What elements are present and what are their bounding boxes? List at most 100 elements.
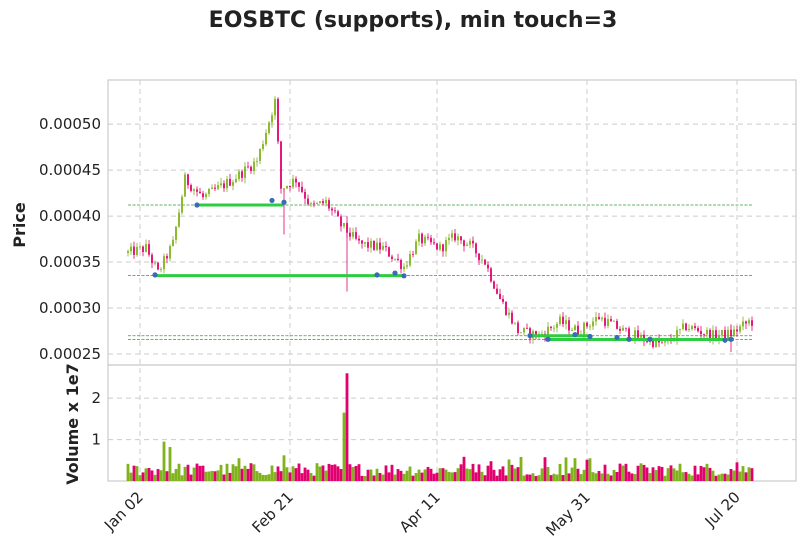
volume-tick-0: 1	[91, 431, 101, 449]
volume-bar-149	[573, 458, 577, 481]
candle-body-92	[403, 266, 405, 270]
candle-body-28	[211, 187, 213, 189]
volume-bar-147	[567, 473, 571, 481]
volume-bar-20	[186, 464, 190, 481]
volume-bar-109	[453, 472, 457, 481]
volume-bar-77	[357, 464, 361, 481]
candle-body-67	[328, 200, 330, 209]
candle-body-21	[190, 185, 192, 191]
touch-point-0-2	[281, 199, 287, 205]
volume-bar-112	[462, 456, 466, 481]
candle-body-0	[127, 251, 129, 253]
volume-bar-80	[366, 469, 370, 481]
candle-body-111	[460, 236, 462, 241]
volume-bar-82	[372, 475, 376, 481]
candle-body-95	[412, 254, 414, 255]
volume-bar-168	[630, 473, 634, 481]
candle-body-109	[454, 233, 456, 241]
volume-bar-165	[621, 465, 625, 481]
volume-bar-0	[126, 463, 130, 481]
volume-bar-114	[468, 469, 472, 481]
candle-body-197	[718, 335, 720, 339]
volume-bar-144	[558, 463, 562, 481]
candle-body-70	[337, 211, 339, 217]
candle-body-60	[307, 198, 309, 205]
candle-body-157	[598, 316, 600, 320]
volume-bar-152	[582, 469, 586, 481]
volume-bar-5	[141, 472, 145, 481]
candle-body-7	[148, 244, 150, 255]
volume-bar-167	[627, 471, 631, 481]
volume-bar-180	[666, 468, 670, 481]
candle-body-62	[313, 203, 315, 205]
volume-bar-97	[417, 469, 421, 481]
volume-bar-108	[450, 472, 454, 481]
candle-body-44	[259, 148, 261, 162]
candle-body-3	[136, 246, 138, 255]
candle-body-13	[166, 256, 168, 259]
candle-body-26	[205, 194, 207, 198]
candle-body-126	[505, 301, 507, 315]
candle-body-78	[361, 240, 363, 244]
volume-bar-172	[642, 464, 646, 481]
volume-bar-185	[681, 472, 685, 481]
volume-bar-50	[276, 466, 280, 481]
volume-bar-57	[297, 463, 301, 481]
volume-bar-105	[441, 468, 445, 481]
chart-title: EOSBTC (supports), min touch=3	[208, 8, 618, 33]
volume-bar-31	[219, 464, 223, 481]
volume-bar-141	[549, 475, 553, 481]
candle-body-75	[352, 232, 354, 237]
volume-bar-121	[489, 461, 493, 481]
price-tick-3: 0.00040	[39, 207, 101, 225]
candle-body-87	[388, 247, 390, 257]
candle-body-77	[358, 238, 360, 241]
candle-body-12	[163, 256, 165, 270]
candle-body-55	[292, 178, 294, 188]
volume-bar-69	[333, 464, 337, 481]
volume-tick-labels: 12	[91, 389, 101, 448]
candle-body-83	[376, 242, 378, 250]
candle-body-185	[682, 323, 684, 329]
gridlines	[108, 80, 796, 481]
candle-body-90	[397, 258, 399, 260]
candle-body-42	[253, 161, 255, 171]
volume-bar-131	[519, 456, 523, 481]
volume-bar-35	[231, 464, 235, 481]
candles	[127, 96, 753, 353]
candle-body-22	[193, 189, 195, 191]
touch-point-3-2	[626, 336, 632, 342]
volume-bar-142	[552, 473, 556, 481]
candle-body-100	[427, 236, 429, 238]
candle-body-176	[655, 338, 657, 347]
volume-bar-157	[597, 471, 601, 481]
volume-bar-96	[414, 473, 418, 481]
candle-body-131	[520, 332, 522, 334]
candle-body-115	[472, 240, 474, 244]
volume-bar-91	[399, 470, 403, 481]
candle-body-141	[550, 326, 552, 328]
candle-body-116	[475, 243, 477, 254]
volume-bar-143	[555, 474, 559, 481]
candle-body-120	[487, 264, 489, 269]
volume-bar-113	[465, 468, 469, 481]
candle-body-65	[322, 201, 324, 204]
volume-bar-182	[672, 468, 676, 481]
candle-body-204	[739, 326, 741, 332]
candle-body-114	[469, 240, 471, 245]
volume-bar-74	[348, 464, 352, 481]
volume-bar-26	[204, 471, 208, 481]
volume-bars	[126, 373, 754, 481]
touch-point-3-1	[614, 334, 620, 341]
volume-bar-38	[240, 468, 244, 481]
volume-bar-13	[165, 471, 169, 481]
volume-bar-66	[324, 470, 328, 481]
candle-body-191	[700, 331, 702, 335]
candle-body-203	[736, 329, 738, 332]
volume-bar-129	[513, 468, 517, 481]
candle-body-94	[409, 254, 411, 266]
volume-bar-123	[495, 475, 499, 481]
volume-bar-52	[282, 455, 286, 481]
volume-bar-140	[546, 467, 550, 481]
candle-body-85	[382, 246, 384, 250]
